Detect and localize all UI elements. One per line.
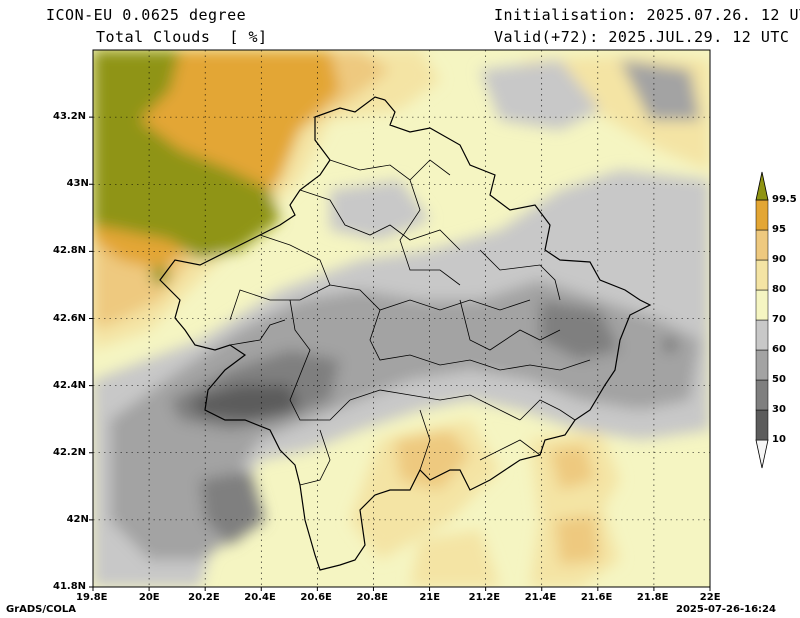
colorbar-label: 70 bbox=[772, 314, 786, 325]
colorbar-swatch bbox=[755, 379, 769, 411]
municipal-borders bbox=[229, 159, 591, 486]
colorbar-label: 60 bbox=[772, 344, 786, 355]
y-tick-label: 43.2N bbox=[53, 111, 87, 123]
x-tick-label: 20.2E bbox=[188, 592, 220, 603]
colorbar-min-triangle bbox=[755, 439, 769, 469]
colorbar-label: 80 bbox=[772, 284, 786, 295]
valid-time: Valid(+72): 2025.JUL.29. 12 UTC bbox=[494, 28, 790, 46]
colorbar-label: 90 bbox=[772, 254, 786, 265]
x-tick-label: 20.8E bbox=[356, 592, 388, 603]
y-tick-label: 42N bbox=[66, 513, 89, 525]
colorbar-swatch bbox=[755, 229, 769, 261]
map-grid bbox=[93, 50, 710, 587]
x-tick-label: 21.4E bbox=[524, 592, 557, 603]
y-tick-label: 41.8N bbox=[53, 581, 87, 592]
footer-timestamp: 2025-07-26-16:24 bbox=[676, 604, 776, 615]
colorbar-label: 30 bbox=[772, 404, 786, 415]
colorbar-label: 10 bbox=[772, 434, 786, 445]
x-tick-label: 20.6E bbox=[300, 592, 332, 603]
x-tick-label: 21.8E bbox=[636, 592, 669, 603]
cloud-region-60 bbox=[480, 60, 600, 130]
x-tick-label: 20E bbox=[138, 592, 160, 603]
cloud-region-80 bbox=[410, 530, 500, 587]
model-title: ICON-EU 0.0625 degree bbox=[46, 6, 247, 24]
colorbar-label: 99.5 bbox=[772, 194, 797, 205]
x-tick-label: 21E bbox=[419, 592, 441, 603]
x-tick-label: 21.2E bbox=[468, 592, 501, 603]
cloud-region-90 bbox=[395, 430, 470, 490]
x-tick-label: 21.6E bbox=[580, 592, 613, 603]
cloud-region-30 bbox=[200, 470, 265, 545]
y-tick-label: 42.4N bbox=[53, 379, 87, 391]
cloud-region-99 bbox=[93, 50, 280, 260]
cloud-region-90 bbox=[555, 515, 600, 565]
x-tick-label: 20.4E bbox=[244, 592, 276, 603]
colorbar-max-triangle bbox=[755, 171, 769, 201]
colorbar-swatch bbox=[755, 409, 769, 441]
y-tick-label: 42.2N bbox=[53, 446, 87, 458]
cloud-region-30 bbox=[540, 300, 620, 360]
x-tick-label: 19.8E bbox=[76, 592, 108, 603]
colorbar-swatch bbox=[755, 199, 769, 231]
init-time: Initialisation: 2025.07.26. 12 UTC bbox=[494, 6, 800, 24]
cloud-region-99 bbox=[151, 266, 169, 284]
y-tick-label: 43N bbox=[66, 178, 89, 190]
y-tick-label: 42.8N bbox=[53, 245, 87, 257]
colorbar-swatch bbox=[755, 259, 769, 291]
cloud-region-50 bbox=[620, 60, 700, 120]
colorbar-swatch bbox=[755, 319, 769, 351]
country-border bbox=[159, 96, 652, 571]
colorbar-label: 95 bbox=[772, 224, 786, 235]
cloud-region-50 bbox=[110, 280, 700, 560]
cloud-region-90 bbox=[550, 445, 595, 490]
cloud-region-60 bbox=[330, 180, 430, 240]
cloud-region-10 bbox=[190, 385, 300, 420]
colorbar bbox=[755, 171, 769, 469]
x-tick-label: 22E bbox=[699, 592, 721, 603]
footer-software: GrADS/COLA bbox=[6, 604, 76, 615]
field-title: Total Clouds [ %] bbox=[96, 28, 268, 46]
colorbar-swatch bbox=[755, 349, 769, 381]
y-tick-label: 42.6N bbox=[53, 312, 87, 324]
colorbar-label: 50 bbox=[772, 374, 786, 385]
cloud-region-10 bbox=[664, 339, 676, 351]
colorbar-swatch bbox=[755, 289, 769, 321]
